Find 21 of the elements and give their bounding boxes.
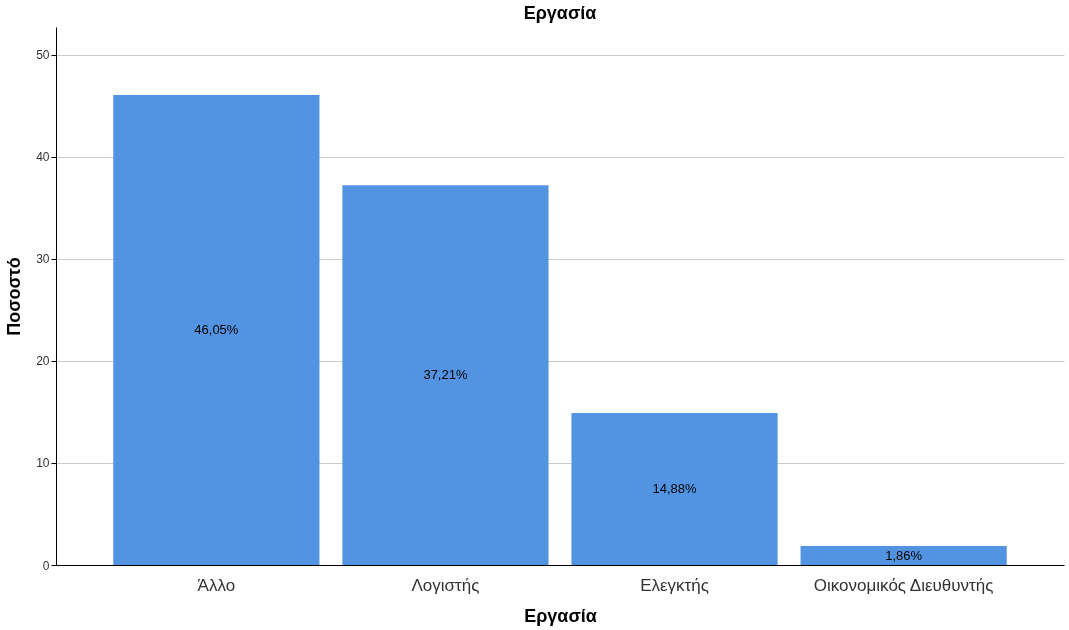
data-label: 37,21% bbox=[423, 367, 468, 383]
data-label: 46,05% bbox=[194, 321, 239, 337]
y-tick-label: 30 bbox=[36, 252, 50, 267]
data-label: 14,88% bbox=[652, 481, 698, 497]
y-tick-label: 50 bbox=[36, 48, 50, 63]
x-axis-title: Εργασία bbox=[524, 605, 597, 626]
y-tick-label: 10 bbox=[36, 456, 50, 471]
y-axis-title: Ποσοστό bbox=[4, 257, 25, 336]
bar bbox=[342, 185, 549, 565]
chart-title: Εργασία bbox=[523, 3, 597, 23]
x-tick-label: Λογιστής bbox=[411, 575, 480, 595]
y-tick-label: 20 bbox=[36, 354, 50, 369]
y-tick-label: 40 bbox=[36, 150, 50, 165]
bar bbox=[571, 413, 778, 565]
bar bbox=[800, 546, 1007, 565]
y-tick-label: 0 bbox=[42, 558, 50, 573]
x-tick-label: Ελεγκτής bbox=[640, 575, 709, 595]
x-tick-label: Οικονομικός Διευθυντής bbox=[813, 575, 994, 595]
bar bbox=[113, 94, 320, 565]
data-label: 1,86% bbox=[885, 547, 923, 563]
x-tick-label: Άλλο bbox=[197, 575, 236, 595]
